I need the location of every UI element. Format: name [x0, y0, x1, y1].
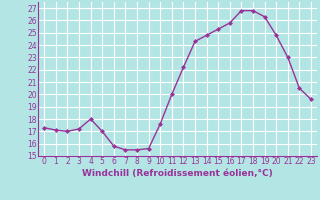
X-axis label: Windchill (Refroidissement éolien,°C): Windchill (Refroidissement éolien,°C): [82, 169, 273, 178]
